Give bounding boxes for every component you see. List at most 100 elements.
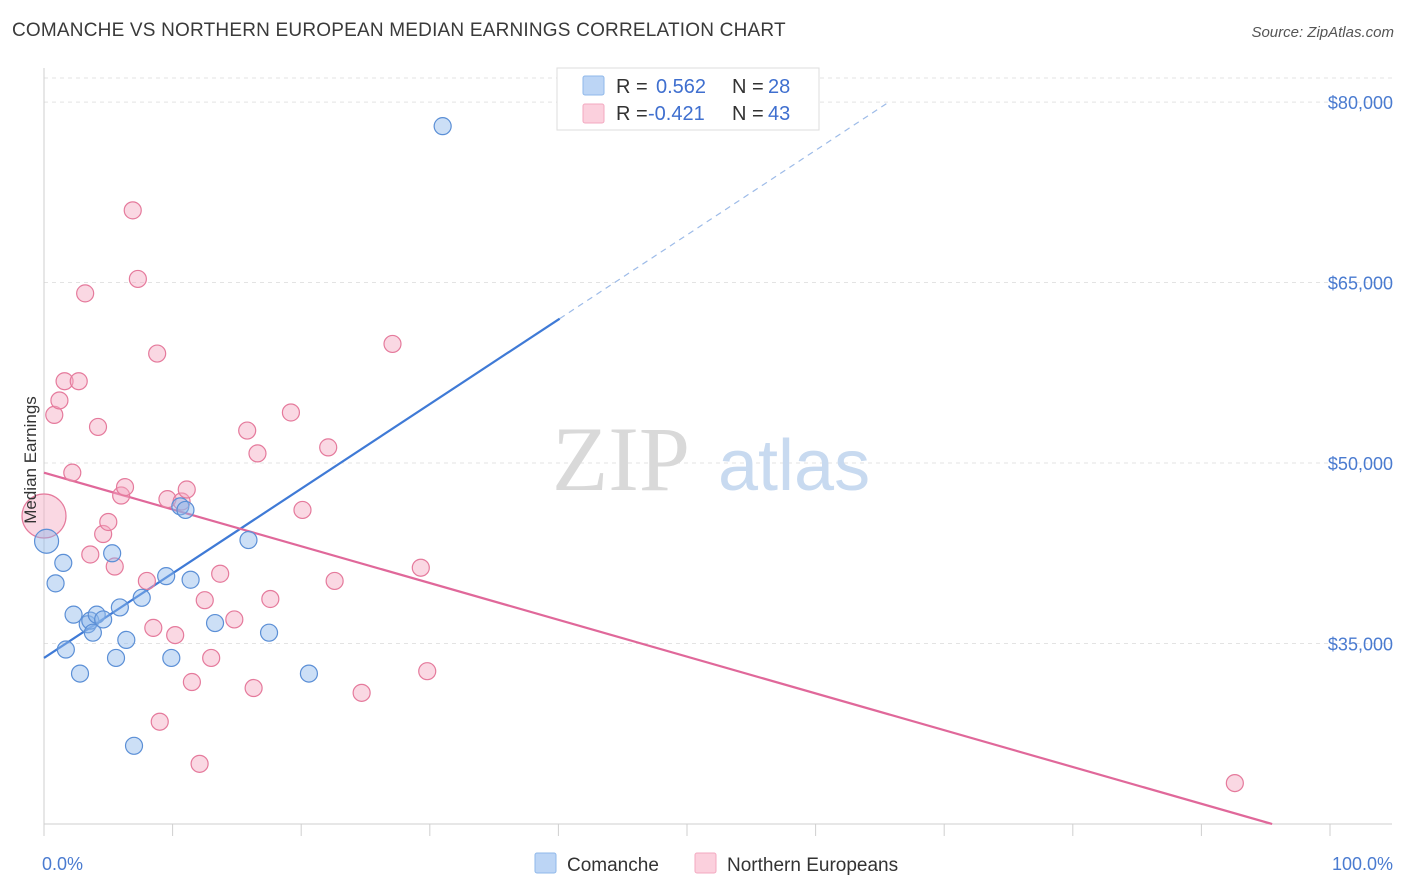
point-northern-europeans — [94, 524, 113, 544]
legend-box: R = 0.562 N = 28 R = -0.421 N = 43 — [556, 67, 820, 131]
legend-n-label: N = — [732, 76, 764, 98]
point-northern-europeans — [144, 618, 163, 637]
point-northern-europeans — [190, 754, 209, 773]
trend-line-northern-europeans — [43, 471, 1273, 826]
point-comanche — [106, 648, 126, 668]
legend-n-value-comanche: 28 — [768, 76, 790, 98]
point-northern-europeans — [128, 269, 147, 289]
point-northern-europeans — [225, 610, 244, 629]
legend-r-value-northern-europeans: -0.421 — [648, 103, 705, 125]
point-comanche — [299, 664, 319, 683]
y-tick-labels: $35,000 $50,000 $65,000 $80,000 — [1328, 93, 1393, 654]
legend-swatch-northern-europeans — [582, 103, 605, 124]
point-northern-europeans — [21, 493, 67, 539]
point-northern-europeans — [112, 486, 131, 505]
point-northern-europeans — [148, 344, 167, 363]
point-northern-europeans — [325, 571, 344, 591]
point-northern-europeans — [99, 512, 118, 532]
point-northern-europeans — [69, 372, 88, 391]
y-tick-label: $80,000 — [1328, 93, 1393, 113]
point-northern-europeans — [202, 648, 221, 668]
point-northern-europeans — [63, 463, 82, 482]
point-northern-europeans — [45, 405, 64, 425]
point-northern-europeans — [76, 284, 95, 303]
legend-r-label: R = — [616, 76, 648, 98]
point-comanche — [176, 500, 195, 520]
point-northern-europeans — [293, 500, 312, 520]
point-northern-europeans — [195, 591, 214, 610]
gridlines — [44, 77, 1392, 645]
point-comanche — [56, 640, 75, 659]
point-northern-europeans — [166, 625, 185, 645]
point-northern-europeans — [88, 417, 108, 437]
bottom-legend: Comanche Northern Europeans — [534, 852, 898, 876]
point-comanche — [157, 567, 176, 586]
point-comanche — [259, 623, 279, 642]
point-northern-europeans — [55, 372, 74, 391]
axes — [43, 68, 1392, 836]
watermark: ZIP atlas — [552, 408, 870, 510]
point-northern-europeans — [352, 683, 371, 702]
point-comanche — [103, 544, 122, 563]
point-northern-europeans — [150, 712, 169, 731]
point-northern-europeans — [248, 444, 267, 463]
point-northern-europeans — [182, 672, 201, 692]
point-comanche — [83, 623, 102, 642]
x-tick-labels: 0.0% 100.0% — [42, 854, 1393, 874]
point-comanche — [124, 736, 144, 755]
x-tick-label-max: 100.0% — [1332, 854, 1393, 874]
watermark-atlas: atlas — [718, 426, 870, 506]
point-comanche — [132, 588, 151, 607]
bottom-legend-swatch-comanche — [534, 852, 557, 874]
point-northern-europeans — [177, 480, 196, 499]
point-northern-europeans — [1225, 773, 1244, 793]
legend-n-label: N = — [732, 103, 764, 125]
point-comanche — [117, 630, 136, 650]
point-northern-europeans — [238, 421, 257, 440]
point-northern-europeans — [383, 334, 402, 354]
bottom-legend-northern-europeans: Northern Europeans — [727, 855, 898, 876]
y-tick-label: $65,000 — [1328, 274, 1393, 294]
bottom-legend-swatch-northern-europeans — [694, 852, 717, 874]
point-comanche — [46, 574, 65, 593]
trend-line-comanche-extension — [559, 101, 890, 320]
point-comanche — [54, 553, 73, 573]
point-comanche — [64, 605, 83, 624]
legend-r-label: R = — [616, 103, 648, 125]
legend-r-value-comanche: 0.562 — [656, 76, 706, 98]
point-northern-europeans — [211, 564, 230, 583]
point-comanche — [110, 598, 129, 617]
point-northern-europeans — [244, 678, 263, 698]
point-northern-europeans — [137, 571, 156, 591]
data-points — [21, 117, 1244, 793]
point-northern-europeans — [105, 557, 124, 576]
point-comanche — [181, 570, 200, 589]
point-northern-europeans — [81, 545, 100, 564]
watermark-zip: ZIP — [552, 408, 690, 510]
point-comanche — [33, 528, 60, 554]
point-comanche — [94, 610, 113, 629]
point-northern-europeans — [319, 438, 338, 457]
point-northern-europeans — [115, 477, 135, 497]
chart-title: COMANCHE VS NORTHERN EUROPEAN MEDIAN EAR… — [12, 20, 786, 41]
legend-swatch-comanche — [582, 75, 605, 96]
trend-line-comanche — [43, 317, 561, 659]
point-comanche — [433, 117, 452, 136]
legend-n-value-northern-europeans: 43 — [768, 103, 790, 125]
point-northern-europeans — [411, 558, 430, 577]
point-comanche — [70, 664, 90, 683]
y-tick-label: $35,000 — [1328, 635, 1393, 655]
point-northern-europeans — [123, 201, 142, 220]
point-comanche — [205, 613, 225, 633]
x-tick-label-min: 0.0% — [42, 854, 83, 874]
point-northern-europeans — [50, 391, 69, 410]
point-northern-europeans — [261, 589, 280, 609]
point-northern-europeans — [281, 403, 301, 422]
y-tick-label: $50,000 — [1328, 454, 1393, 474]
bottom-legend-comanche: Comanche — [567, 855, 659, 876]
y-axis-label: Median Earnings — [21, 396, 40, 524]
point-northern-europeans — [418, 662, 437, 681]
point-comanche — [239, 530, 258, 550]
point-comanche — [162, 648, 181, 668]
